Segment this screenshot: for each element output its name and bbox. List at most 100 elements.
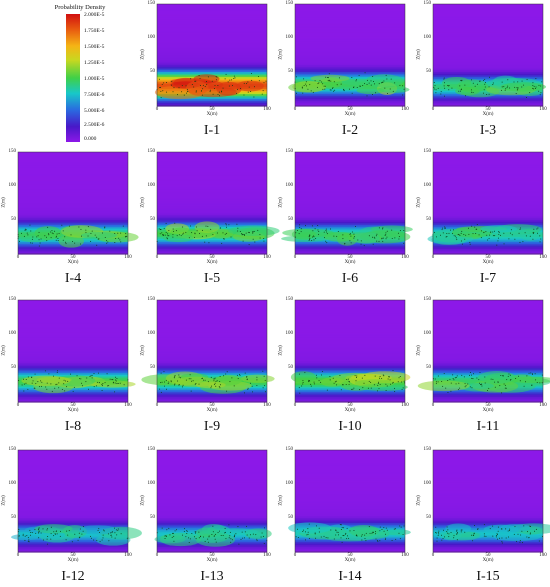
particle-dot	[326, 77, 328, 79]
x-tick-label: 0	[431, 553, 435, 558]
particle-dot	[394, 237, 396, 239]
heatmap-cell	[433, 163, 543, 167]
particle-dot	[449, 378, 451, 380]
particle-dot	[322, 88, 324, 90]
heatmap-cell	[18, 165, 128, 168]
particle-dot	[532, 232, 534, 234]
heatmap-cell	[433, 315, 543, 318]
heatmap-cell	[433, 450, 543, 453]
particle-dot	[529, 525, 531, 527]
x-tick-label: 0	[431, 255, 435, 260]
particle-dot	[224, 233, 226, 235]
particle-dot	[103, 530, 105, 532]
particle-dot	[163, 227, 165, 229]
particle-dot	[474, 85, 476, 87]
heatmap-cell	[157, 240, 267, 243]
particle-dot	[313, 381, 315, 383]
heatmap-cell	[18, 456, 128, 460]
heatmap-cell	[157, 519, 267, 522]
particle-dot	[67, 380, 69, 382]
heatmap-cell	[295, 485, 405, 488]
heatmap-cell	[18, 311, 128, 315]
particle-dot	[166, 529, 168, 531]
heatmap-cell	[433, 322, 543, 325]
heatmap-cell	[295, 245, 405, 248]
particle-dot	[210, 385, 212, 387]
heatmap-cell	[18, 475, 128, 478]
heatmap-cell	[433, 340, 543, 344]
particle-dot	[301, 86, 303, 88]
x-tick-label: 100	[263, 553, 271, 558]
heatmap-plot	[17, 151, 139, 255]
heatmap-cell	[433, 509, 543, 512]
heatmap-cell	[18, 184, 128, 187]
heatmap-cell	[157, 65, 267, 68]
particle-dot	[110, 534, 112, 536]
heatmap-cell	[295, 95, 405, 99]
particle-dot	[162, 90, 164, 92]
particle-dot	[514, 526, 516, 528]
particle-dot	[42, 539, 44, 541]
particle-dot	[125, 235, 127, 237]
particle-dot	[164, 381, 166, 383]
particle-dot	[381, 377, 383, 379]
particle-dot	[172, 91, 174, 93]
particle-dot	[213, 535, 215, 537]
heatmap-cell	[295, 216, 405, 219]
particle-dot	[80, 228, 82, 230]
heatmap-cell	[433, 7, 543, 10]
heatmap-cell	[18, 332, 128, 335]
heatmap-cell	[18, 357, 128, 361]
particle-dot	[205, 225, 207, 227]
particle-dot	[368, 380, 370, 382]
x-tick-label: 100	[263, 255, 271, 260]
heatmap-cell	[18, 352, 128, 355]
heatmap-cell	[433, 521, 543, 524]
particle-dot	[180, 377, 182, 379]
particle-dot	[300, 231, 302, 233]
particle-dot	[457, 233, 459, 235]
heatmap-cell	[295, 548, 405, 551]
heatmap-cell	[295, 206, 405, 209]
particle-dot	[441, 227, 443, 229]
particle-dot	[256, 379, 258, 381]
particle-dot	[447, 529, 449, 531]
y-axis-label: Z(m)	[278, 345, 284, 356]
heatmap-cell	[157, 5, 267, 8]
heatmap-cell	[433, 9, 543, 12]
heatmap-cell	[157, 373, 267, 376]
heatmap-cell	[157, 478, 267, 482]
particle-dot	[50, 231, 52, 233]
particle-dot	[355, 534, 357, 536]
particle-dot	[96, 236, 98, 238]
particle-dot	[126, 235, 128, 237]
heatmap-cell	[295, 511, 405, 514]
heatmap-cell	[157, 458, 267, 461]
heatmap-cell	[295, 362, 405, 366]
x-tick-label: 50	[70, 255, 76, 260]
particle-dot	[453, 379, 455, 381]
particle-dot	[323, 85, 325, 87]
particle-dot	[58, 387, 60, 389]
heatmap-cell	[18, 180, 128, 184]
density-blob	[34, 524, 73, 534]
particle-dot	[228, 224, 230, 226]
density-blob	[195, 381, 226, 389]
particle-dot	[108, 385, 110, 387]
particle-dot	[363, 245, 365, 247]
particle-dot	[335, 380, 337, 382]
heatmap-cell	[433, 344, 543, 347]
particle-dot	[494, 230, 496, 232]
heatmap-cell	[295, 41, 405, 44]
particle-dot	[112, 379, 114, 381]
particle-dot	[372, 81, 374, 83]
particle-dot	[355, 79, 357, 81]
particle-dot	[505, 528, 507, 530]
density-blob	[288, 82, 325, 93]
particle-dot	[394, 82, 396, 84]
particle-dot	[433, 82, 435, 84]
heatmap-cell	[18, 318, 128, 321]
heatmap-cell	[295, 368, 405, 371]
colorbar-tick-label: 1.250E-5	[84, 60, 105, 66]
particle-dot	[250, 382, 252, 384]
